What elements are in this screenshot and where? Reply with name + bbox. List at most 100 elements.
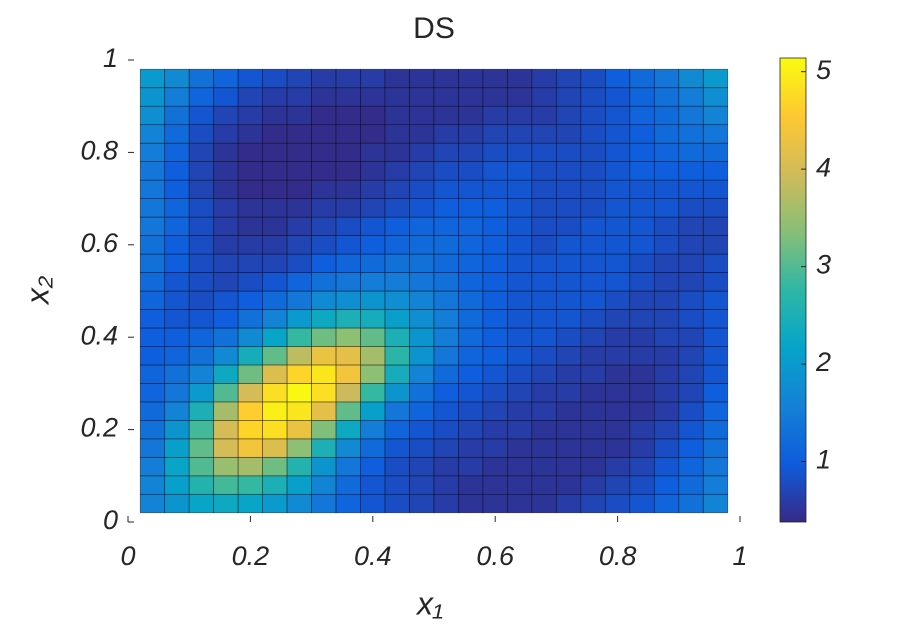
heatmap-cell [531, 438, 557, 458]
heatmap-cell [556, 87, 582, 107]
heatmap-cell [213, 105, 239, 126]
heatmap-cell [458, 438, 484, 458]
heatmap-cell [653, 364, 680, 384]
heatmap-cell [164, 456, 190, 477]
chart-title: DS [413, 12, 455, 45]
heatmap-cell [458, 475, 484, 495]
heatmap-cell [213, 456, 239, 477]
heatmap-cell [262, 198, 288, 218]
heatmap-cell [237, 198, 263, 218]
heatmap-cell [653, 216, 680, 236]
heatmap-cell [213, 216, 239, 236]
heatmap-cell [482, 253, 508, 273]
heatmap-cell [580, 179, 606, 199]
heatmap-cell [286, 68, 312, 89]
heatmap-cell [629, 290, 655, 310]
heatmap-cell [433, 198, 459, 218]
heatmap-cell [556, 309, 582, 329]
heatmap-cell [605, 124, 631, 144]
heatmap-cell [311, 142, 337, 162]
heatmap-cell [531, 456, 557, 477]
heatmap-cell [433, 438, 459, 458]
x-tick-label: 0.8 [599, 541, 637, 571]
heatmap-cell [213, 327, 239, 347]
heatmap-cell [286, 456, 312, 477]
heatmap-cell [286, 272, 312, 292]
heatmap-cell [262, 401, 288, 421]
heatmap-cell [678, 309, 704, 329]
heatmap-cell [335, 161, 361, 181]
heatmap-cell [433, 290, 459, 310]
heatmap-cell [409, 346, 435, 366]
heatmap-cell [556, 475, 582, 495]
heatmap-cell [335, 383, 361, 403]
y-tick-label: 0.4 [80, 320, 118, 350]
heatmap-cell [360, 327, 386, 347]
heatmap-cell [580, 327, 606, 347]
heatmap-cell [311, 272, 337, 292]
heatmap-cell [286, 346, 312, 366]
heatmap-cell [237, 493, 263, 514]
heatmap-cell [139, 493, 166, 514]
heatmap-cell [653, 290, 680, 310]
heatmap-cell [409, 327, 435, 347]
heatmap-cell [384, 383, 410, 403]
heatmap-cell [458, 68, 484, 89]
heatmap-cell [605, 401, 631, 421]
heatmap-cell [335, 420, 361, 440]
heatmap-cell [458, 493, 484, 514]
heatmap-cell [556, 456, 582, 477]
heatmap-cell [139, 253, 166, 273]
heatmap-cell [458, 235, 484, 255]
heatmap-cell [653, 198, 680, 218]
heatmap-cell [164, 198, 190, 218]
heatmap-cell [311, 198, 337, 218]
x-tick-label: 1 [732, 541, 747, 571]
heatmap-cell [653, 401, 680, 421]
heatmap-cell [531, 105, 557, 126]
colorbar-tick-label: 1 [816, 445, 831, 475]
heatmap-cell [360, 235, 386, 255]
heatmap-cell [556, 401, 582, 421]
heatmap-cell [262, 235, 288, 255]
heatmap-cell [213, 253, 239, 273]
heatmap-cell [286, 290, 312, 310]
heatmap-cell [678, 179, 704, 199]
heatmap-cell [482, 456, 508, 477]
heatmap-cell [433, 68, 459, 89]
heatmap-cell [629, 420, 655, 440]
heatmap-cell [237, 235, 263, 255]
heatmap-cell [531, 216, 557, 236]
heatmap-cell [678, 290, 704, 310]
heatmap-cell [335, 475, 361, 495]
heatmap-cell [458, 456, 484, 477]
heatmap-cell [556, 290, 582, 310]
heatmap-cell [384, 493, 410, 514]
heatmap-cell [311, 68, 337, 89]
heatmap-cell [213, 493, 239, 514]
heatmap-cell [237, 420, 263, 440]
heatmap-cell [580, 438, 606, 458]
heatmap-cell [580, 68, 606, 89]
heatmap-cell [188, 346, 215, 366]
heatmap-cell [458, 161, 484, 181]
y-tick-label: 1 [103, 43, 118, 73]
heatmap-cell [360, 401, 386, 421]
heatmap-cell [458, 142, 484, 162]
heatmap-cell [605, 309, 631, 329]
heatmap-cell [213, 179, 239, 199]
y-axis-label: x₂ [19, 276, 55, 306]
heatmap-cell [458, 364, 484, 384]
heatmap-cell [335, 290, 361, 310]
heatmap-cell [409, 401, 435, 421]
heatmap-cell [482, 179, 508, 199]
heatmap-cell [286, 253, 312, 273]
heatmap-cell [311, 456, 337, 477]
heatmap-cell [409, 383, 435, 403]
heatmap-cell [335, 216, 361, 236]
heatmap-cell [335, 105, 361, 126]
heatmap-cell [433, 87, 459, 107]
heatmap-cell [433, 420, 459, 440]
heatmap-cell [188, 198, 215, 218]
heatmap-cell [213, 142, 239, 162]
